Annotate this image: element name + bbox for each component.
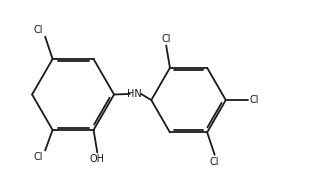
Text: Cl: Cl bbox=[34, 25, 43, 35]
Text: Cl: Cl bbox=[34, 152, 43, 162]
Text: Cl: Cl bbox=[210, 156, 219, 167]
Text: HN: HN bbox=[127, 89, 142, 99]
Text: Cl: Cl bbox=[161, 34, 171, 44]
Text: OH: OH bbox=[90, 154, 105, 164]
Text: Cl: Cl bbox=[250, 95, 260, 105]
